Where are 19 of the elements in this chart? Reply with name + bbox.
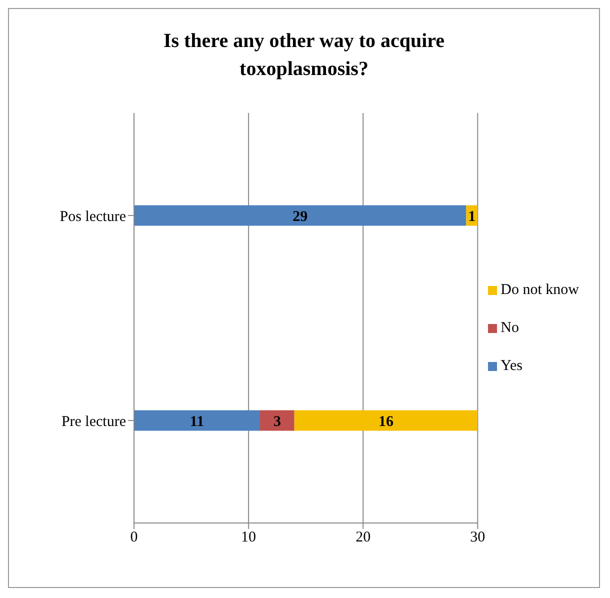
legend-label: Yes (500, 358, 522, 374)
data-label: 3 (273, 414, 281, 430)
data-label: 29 (292, 208, 308, 225)
data-label: 1 (468, 208, 476, 225)
data-label: 16 (378, 414, 394, 430)
data-label: 11 (190, 414, 204, 430)
y-tick-label: Pre lecture (61, 414, 126, 430)
bar (260, 410, 294, 431)
x-tick-label: 0 (130, 530, 138, 546)
chart-title: Is there any other way to acquire toxoplasmosis? (162, 29, 446, 82)
bar (134, 410, 260, 431)
y-tick-label: Pos lecture (60, 208, 126, 225)
legend-label: Do not know (500, 282, 579, 298)
x-tick-label: 20 (356, 530, 371, 546)
x-tick-label: 10 (241, 530, 256, 546)
legend-label: No (500, 320, 519, 336)
x-tick-label: 30 (470, 530, 486, 546)
bar (294, 410, 478, 431)
bar (134, 205, 466, 226)
